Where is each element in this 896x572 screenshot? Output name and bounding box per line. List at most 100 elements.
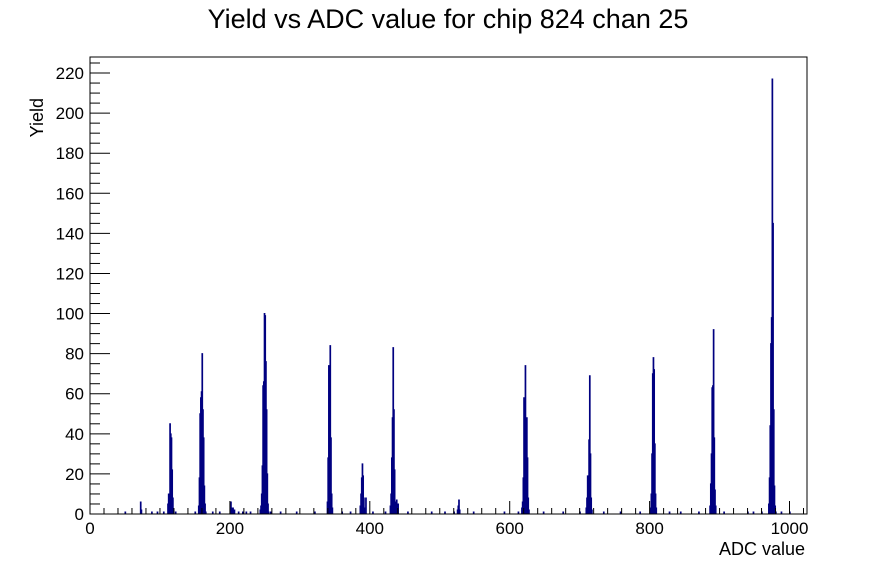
histogram-bin xyxy=(458,499,460,514)
y-tick-label: 100 xyxy=(56,305,84,324)
histogram-bin xyxy=(162,511,165,514)
y-tick-label: 60 xyxy=(65,385,84,404)
histogram-bin xyxy=(655,507,658,514)
histogram-bin xyxy=(393,469,396,514)
histogram-bin xyxy=(171,469,174,514)
histogram-bin xyxy=(330,493,333,514)
histogram-bin xyxy=(331,507,334,514)
histogram-bin xyxy=(265,409,268,514)
histogram-bin xyxy=(245,511,248,514)
histogram-bin xyxy=(723,511,725,514)
histogram-bin xyxy=(517,511,520,514)
histogram-bin xyxy=(653,369,656,514)
histogram-bin xyxy=(249,511,252,514)
x-tick-label: 600 xyxy=(496,519,524,538)
histogram-bin xyxy=(712,329,715,514)
x-tick-label: 1000 xyxy=(771,519,809,538)
histogram-bin xyxy=(349,511,352,514)
histogram-bin xyxy=(752,511,755,514)
histogram-bin xyxy=(654,493,657,514)
histogram-bin xyxy=(590,497,593,514)
histogram-bin xyxy=(526,457,529,514)
histogram-bin xyxy=(619,511,622,514)
y-tick-label: 0 xyxy=(75,505,84,524)
histogram-bin xyxy=(362,475,365,514)
histogram-bin xyxy=(365,497,367,514)
y-tick-label: 140 xyxy=(56,224,84,243)
histogram-bin xyxy=(156,511,159,514)
histogram-bin xyxy=(713,437,716,514)
histogram-bin xyxy=(602,511,605,514)
histogram-bin xyxy=(668,511,671,514)
y-tick-label: 180 xyxy=(56,144,84,163)
histogram-bin xyxy=(140,509,143,514)
x-tick-label: 800 xyxy=(635,519,663,538)
histogram-bin xyxy=(204,511,207,514)
histogram-bin xyxy=(218,511,221,514)
chart-title: Yield vs ADC value for chip 824 chan 25 xyxy=(208,4,689,34)
histogram-bin xyxy=(588,375,591,514)
histogram-bin xyxy=(204,503,206,514)
histogram-bin xyxy=(780,511,783,514)
histogram-bin xyxy=(407,511,409,514)
histogram-bin xyxy=(679,511,682,514)
y-tick-label: 120 xyxy=(56,264,84,283)
histogram-bin xyxy=(267,511,270,514)
histogram-bin xyxy=(503,511,506,514)
y-axis: 0 20 40 60 80 100 120 140 160 180 200 220 xyxy=(56,62,110,524)
histogram-bin xyxy=(174,511,177,514)
histogram-bin xyxy=(279,511,282,514)
histogram-bin xyxy=(329,345,332,514)
x-axis: 0 200 400 600 800 1000 xyxy=(85,501,808,538)
histogram-bin xyxy=(773,485,776,514)
histogram-bin xyxy=(772,409,775,514)
histogram-bin xyxy=(151,511,153,514)
histogram-bin xyxy=(314,511,316,514)
y-tick-label: 220 xyxy=(56,64,84,83)
histogram-bin xyxy=(384,511,387,514)
x-axis-label: ADC value xyxy=(719,539,805,559)
histogram-bars xyxy=(124,78,791,514)
histogram-bin xyxy=(211,511,214,514)
plot-frame xyxy=(89,56,808,515)
histogram-bin xyxy=(472,511,475,514)
histogram-bin xyxy=(562,511,565,514)
histogram-bin xyxy=(430,511,433,514)
y-tick-label: 20 xyxy=(65,465,84,484)
histogram-bin xyxy=(528,509,530,514)
y-tick-label: 200 xyxy=(56,104,84,123)
histogram-bin xyxy=(639,511,642,514)
histogram-bin xyxy=(233,509,236,514)
histogram-bin xyxy=(394,501,397,514)
histogram-bin xyxy=(527,497,530,514)
histogram-bin xyxy=(266,473,269,514)
histogram-bin xyxy=(203,485,206,514)
histogram-bin xyxy=(241,511,244,514)
histogram-bin xyxy=(139,501,142,514)
histogram-bin xyxy=(589,453,592,514)
histogram-bin xyxy=(714,505,717,514)
histogram-bin xyxy=(330,437,332,514)
histogram-bin xyxy=(237,511,240,514)
x-tick-label: 0 xyxy=(85,519,94,538)
histogram-bin xyxy=(267,503,269,514)
histogram-bin xyxy=(772,222,774,514)
y-tick-label: 160 xyxy=(56,184,84,203)
histogram-bin xyxy=(372,511,374,514)
histogram-bin xyxy=(393,409,395,514)
histogram-bin xyxy=(542,511,545,514)
histogram-bin xyxy=(194,511,197,514)
histogram-bin xyxy=(295,511,298,514)
histogram-bin xyxy=(172,497,174,514)
histogram-bin xyxy=(458,509,461,514)
y-tick-label: 80 xyxy=(65,345,84,364)
histogram-bin xyxy=(124,511,127,514)
histogram-bin xyxy=(698,511,700,514)
histogram-bin xyxy=(363,497,365,514)
histogram-bin xyxy=(591,509,593,514)
x-tick-label: 400 xyxy=(356,519,384,538)
histogram-bin xyxy=(202,437,205,514)
histogram-bin xyxy=(714,489,716,514)
x-tick-label: 200 xyxy=(216,519,244,538)
